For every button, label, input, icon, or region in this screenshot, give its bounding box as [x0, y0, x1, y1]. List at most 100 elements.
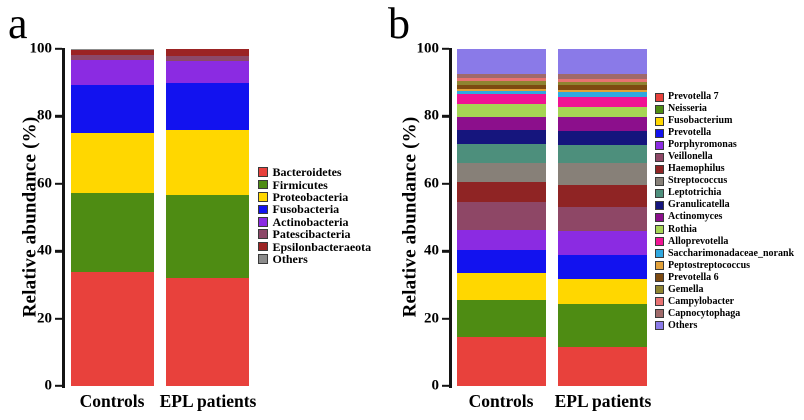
- legend-swatch-icon: [258, 204, 268, 215]
- y-tick-label-40: 40: [424, 242, 439, 259]
- stacked-bar-controls: [71, 49, 154, 386]
- legend-label: Neisseria: [668, 103, 707, 115]
- y-tick-label-80: 80: [37, 107, 52, 124]
- legend-swatch-icon: [258, 241, 268, 252]
- bar-segment-streptococcus: [457, 162, 546, 182]
- bar-segment-fusobacteria: [71, 85, 154, 134]
- legend-item-bacteroidetes: Bacteroidetes: [258, 166, 371, 178]
- legend-label: Streptococcus: [668, 175, 728, 187]
- y-tick-label-0: 0: [431, 377, 440, 394]
- legend-swatch-icon: [655, 309, 664, 319]
- bar-segment-rothia: [457, 104, 546, 118]
- y-tick-mark-40: [442, 249, 449, 253]
- legend-label: Firmicutes: [272, 177, 328, 192]
- legend-label: Rothia: [668, 223, 697, 235]
- bar-segment-actinomyces: [457, 117, 546, 131]
- bar-segment-epsilonbacteraeota: [166, 49, 249, 57]
- bar-segment-actinobacteria: [166, 61, 249, 84]
- y-tick-label-80: 80: [424, 107, 439, 124]
- legend-label: Prevotella 6: [668, 271, 719, 283]
- panel-label-a: a: [8, 0, 28, 48]
- y-tick-mark-100: [442, 47, 449, 51]
- bar-segment-prevotella-6: [457, 84, 546, 89]
- y-axis-label-b: Relative abundance (%): [399, 116, 421, 318]
- legend-a: Bacteroidetes Firmicutes Proteobacteria Fus…: [258, 166, 371, 265]
- legend-label: Proteobacteria: [272, 189, 349, 204]
- bar-segment-haemophilus: [558, 184, 647, 207]
- legend-swatch-icon: [655, 152, 664, 162]
- bar-segment-prevotella-7: [457, 337, 546, 386]
- legend-label: Haemophilus: [668, 163, 725, 175]
- stacked-bar-epl-patients: [166, 49, 249, 386]
- y-axis-label-a: Relative abundance (%): [19, 116, 41, 318]
- x-category-label-controls: Controls: [468, 391, 534, 411]
- bar-segment-actinomyces: [558, 116, 647, 132]
- legend-item-leptotrichia: Leptotrichia: [655, 187, 794, 199]
- y-tick-label-0: 0: [44, 377, 53, 394]
- y-tick-mark-40: [55, 249, 62, 253]
- legend-item-granulicatella: Granulicatella: [655, 199, 794, 211]
- legend-item-epsilonbacteraeota: Epsilonbacteraeota: [258, 239, 372, 254]
- bar-segment-rothia: [558, 107, 647, 117]
- bar-segment-fusobacterium: [457, 273, 546, 300]
- legend-label: Epsilonbacteraeota: [272, 239, 372, 254]
- y-tick-mark-60: [55, 182, 62, 185]
- y-tick-mark-20: [442, 317, 449, 320]
- bar-segment-gemella: [457, 81, 546, 85]
- bar-segment-others: [457, 49, 546, 74]
- legend-item-gemella: Gemella: [655, 284, 794, 296]
- legend-label: Actinobacteria: [272, 214, 349, 229]
- bar-segment-others: [558, 49, 647, 75]
- legend-item-alloprevotella: Alloprevotella: [655, 236, 794, 248]
- y-tick-mark-20: [55, 317, 62, 320]
- x-category-label-controls: Controls: [79, 391, 145, 411]
- bar-segment-prevotella-7: [558, 346, 647, 386]
- legend-label: Campylobacter: [668, 295, 735, 307]
- bar-segment-campylobacter: [457, 78, 546, 82]
- x-category-label-epl-patients: EPL patients: [554, 391, 652, 411]
- bar-segment-peptostreptococcus: [457, 88, 546, 92]
- legend-label: Patescibacteria: [272, 227, 351, 242]
- bar-segment-epsilonbacteraeota: [71, 49, 154, 55]
- legend-swatch-icon: [655, 261, 664, 271]
- legend-item-prevotella: Prevotella: [655, 127, 794, 139]
- legend-swatch-icon: [258, 254, 268, 264]
- plot-area-a: 0 20 40 60 80 100: [30, 41, 254, 393]
- bar-segment-capnocytophaga: [457, 73, 546, 79]
- bar-segment-campylobacter: [558, 79, 647, 83]
- legend-swatch-icon: [655, 140, 664, 150]
- x-category-label-epl-patients: EPL patients: [159, 391, 257, 411]
- legend-swatch-icon: [655, 321, 664, 331]
- y-tick-label-20: 20: [37, 310, 52, 327]
- legend-item-neisseria: Neisseria: [655, 103, 794, 115]
- legend-swatch-icon: [655, 212, 664, 222]
- legend-item-fusobacteria: Fusobacteria: [258, 203, 371, 215]
- stacked-bar-epl-patients: [558, 49, 647, 386]
- bar-segment-fusobacterium: [558, 278, 647, 305]
- legend-label: Peptostreptococcus: [668, 259, 751, 271]
- legend-item-porphyromonas: Porphyromonas: [655, 139, 794, 151]
- bar-segment-veillonella: [558, 206, 647, 231]
- plot-area-b: 0 20 40 60 80 100: [417, 41, 649, 393]
- bar-segment-peptostreptococcus: [558, 89, 647, 93]
- bar-segment-fusobacteria: [166, 83, 249, 131]
- bar-segment-neisseria: [457, 299, 546, 338]
- legend-item-fusobacterium: Fusobacterium: [655, 115, 794, 127]
- bar-segment-veillonella: [457, 202, 546, 230]
- legend-label: Actinomyces: [668, 211, 723, 223]
- legend-label: Saccharimonadaceae_norank: [668, 247, 795, 259]
- legend-item-prevotella-7: Prevotella 7: [655, 91, 794, 103]
- bar-segment-patescibacteria: [166, 56, 249, 62]
- legend-item-patescibacteria: Patescibacteria: [258, 228, 371, 240]
- legend-swatch-icon: [655, 92, 664, 102]
- y-tick-label-100: 100: [29, 40, 53, 57]
- panel-label-b: b: [388, 0, 410, 48]
- legend-swatch-icon: [258, 179, 268, 190]
- legend-label: Bacteroidetes: [272, 165, 342, 180]
- bar-segment-gemella: [558, 82, 647, 86]
- legend-swatch-icon: [655, 188, 664, 198]
- bar-segment-proteobacteria: [166, 130, 249, 196]
- legend-swatch-icon: [258, 167, 268, 177]
- bar-segment-haemophilus: [457, 181, 546, 203]
